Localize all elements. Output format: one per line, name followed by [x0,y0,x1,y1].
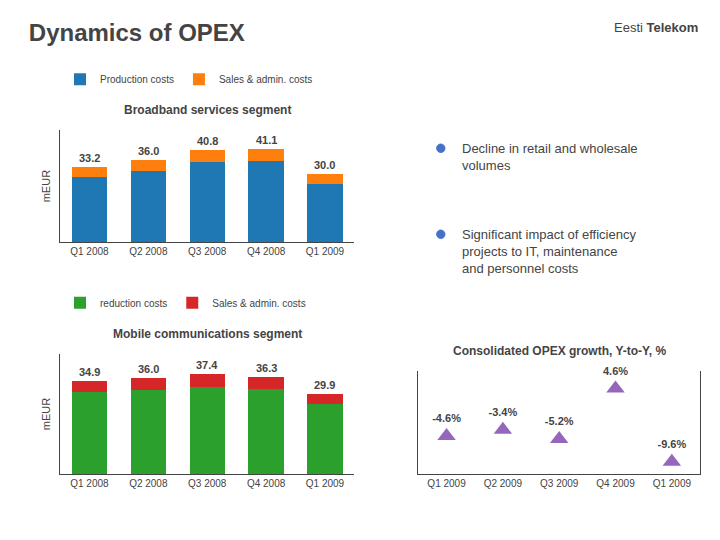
svg-text:33.2: 33.2 [79,152,100,164]
svg-text:-9.6%: -9.6% [657,438,686,450]
svg-text:Q1 2009: Q1 2009 [306,478,345,489]
svg-text:mEUR: mEUR [40,170,52,202]
svg-text:Production costs: Production costs [100,74,174,85]
svg-text:Q4 2009: Q4 2009 [596,478,635,489]
svg-text:36.3: 36.3 [256,362,277,374]
svg-text:-3.4%: -3.4% [489,406,518,418]
svg-text:29.9: 29.9 [314,379,335,391]
svg-text:-5.2%: -5.2% [545,415,574,427]
svg-text:Q4 2008: Q4 2008 [247,246,286,257]
svg-text:Significant impact of efficien: Significant impact of efficiencyprojects… [462,227,636,276]
svg-text:Eesti Telekom: Eesti Telekom [614,20,698,35]
svg-text:34.9: 34.9 [79,366,100,378]
svg-text:Q2 2008: Q2 2008 [129,478,168,489]
svg-text:Q3 2008: Q3 2008 [188,478,227,489]
svg-text:Q3 2009: Q3 2009 [540,478,579,489]
svg-text:Q1 2008: Q1 2008 [70,478,109,489]
svg-text:Q2 2009: Q2 2009 [484,478,523,489]
svg-text:Q4 2008: Q4 2008 [247,478,286,489]
svg-text:Decline in retail and wholesal: Decline in retail and wholesalevolumes [462,141,638,173]
svg-text:Sales & admin. costs: Sales & admin. costs [212,298,305,309]
svg-text:36.0: 36.0 [138,145,159,157]
svg-text:Q1 2009: Q1 2009 [653,478,692,489]
svg-text:Q1 2009: Q1 2009 [427,478,466,489]
svg-text:Sales & admin. costs: Sales & admin. costs [219,74,312,85]
svg-text:Q1 2008: Q1 2008 [70,246,109,257]
svg-text:Broadband services segment: Broadband services segment [124,103,291,117]
svg-text:36.0: 36.0 [138,363,159,375]
svg-text:30.0: 30.0 [314,159,335,171]
svg-text:40.8: 40.8 [197,135,218,147]
svg-text:-4.6%: -4.6% [432,412,461,424]
svg-text:37.4: 37.4 [196,359,218,371]
svg-text:41.1: 41.1 [256,134,277,146]
svg-text:Mobile communications segment: Mobile communications segment [113,327,302,341]
svg-text:Q3 2008: Q3 2008 [188,246,227,257]
svg-text:mEUR: mEUR [40,398,52,430]
svg-text:4.6%: 4.6% [603,365,628,377]
svg-text:Q2 2008: Q2 2008 [129,246,168,257]
svg-text:Q1 2009: Q1 2009 [306,246,345,257]
svg-text:Dynamics of OPEX: Dynamics of OPEX [29,19,245,46]
svg-text:reduction costs: reduction costs [100,298,167,309]
svg-text:Consolidated OPEX growth, Y-to: Consolidated OPEX growth, Y-to-Y, % [453,344,666,358]
